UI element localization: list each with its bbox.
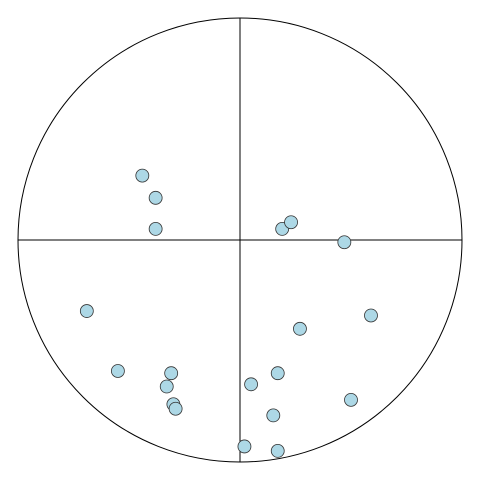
point [168, 401, 183, 416]
point [237, 439, 252, 454]
point [79, 304, 94, 318]
point [148, 190, 163, 205]
point [135, 168, 150, 183]
point [164, 366, 179, 381]
point [293, 321, 307, 336]
point [344, 392, 358, 407]
point [270, 366, 285, 381]
point [270, 443, 285, 458]
point [244, 377, 259, 392]
point [337, 235, 352, 250]
point [148, 221, 163, 236]
point [364, 308, 378, 323]
point [159, 379, 174, 394]
point [266, 408, 281, 423]
point [111, 364, 125, 378]
point [284, 215, 298, 230]
